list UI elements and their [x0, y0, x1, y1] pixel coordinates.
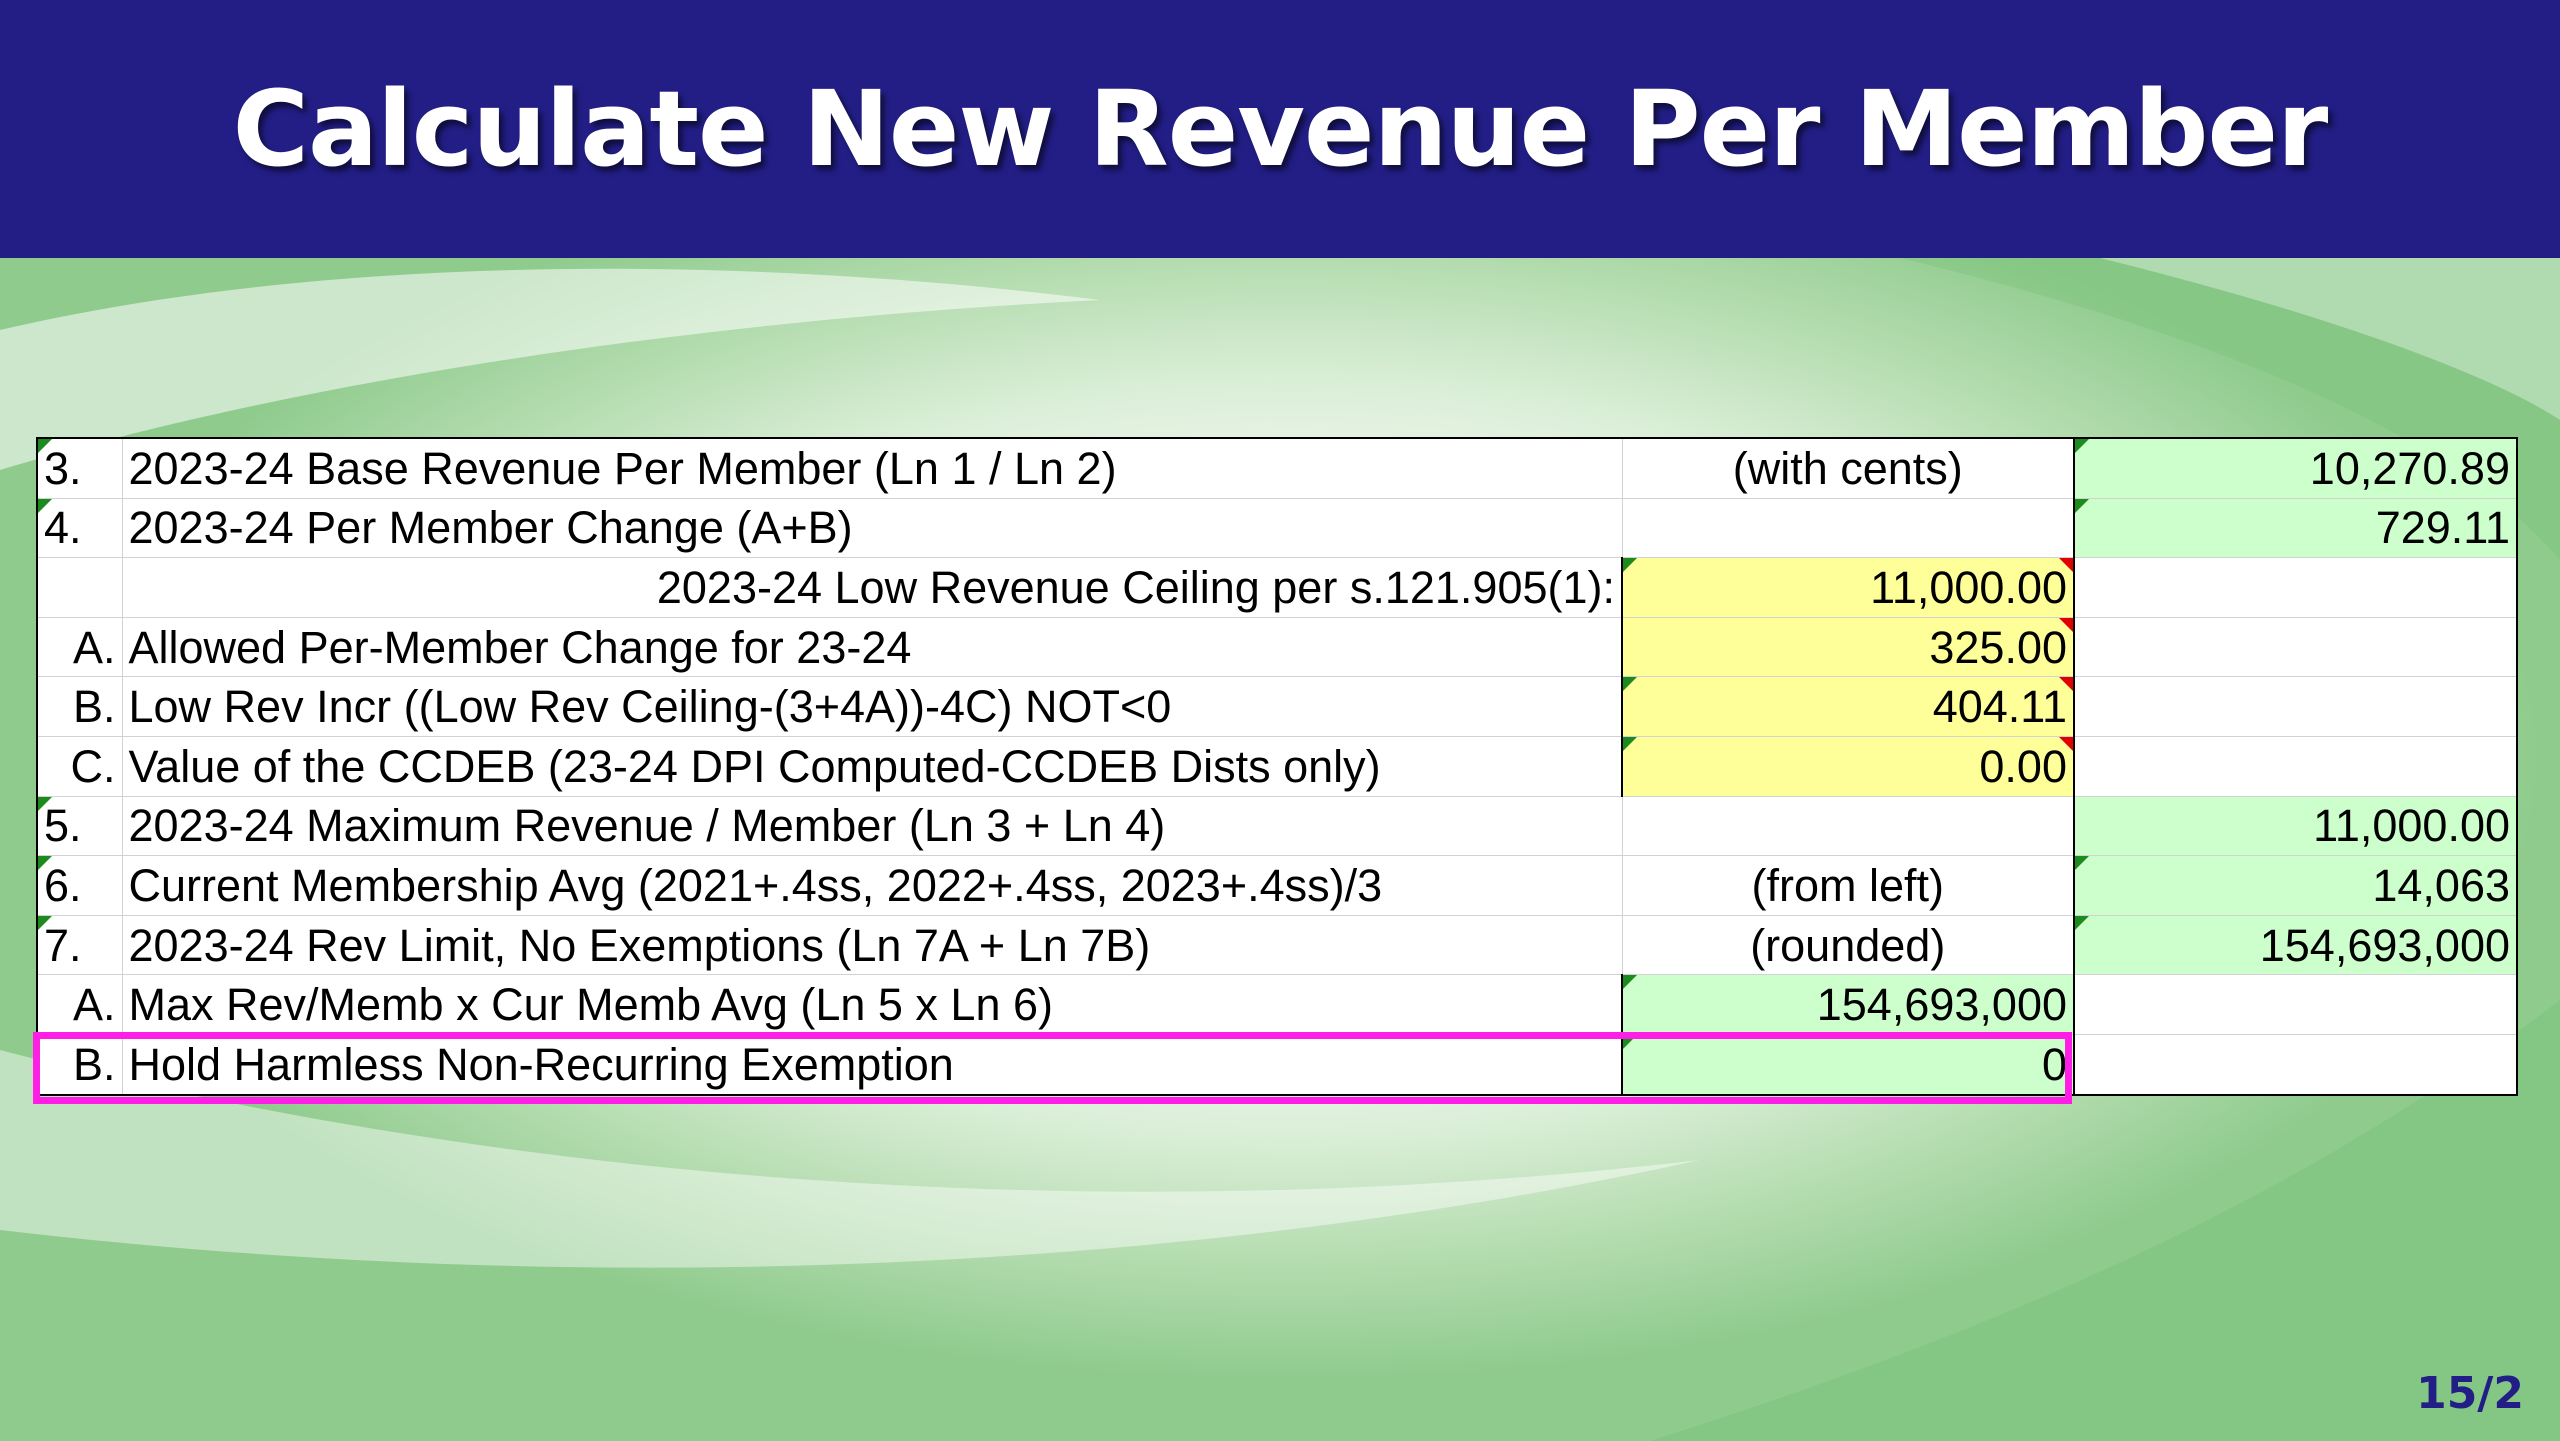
line-description: Hold Harmless Non-Recurring Exemption	[121, 1033, 1623, 1096]
line-value	[2073, 616, 2518, 678]
worksheet-row-4: 4. 2023-24 Per Member Change (A+B) 729.1…	[36, 497, 2518, 559]
line-number: 3.	[36, 436, 123, 499]
line-note	[1621, 795, 2075, 857]
line-description: Low Rev Incr ((Low Rev Ceiling-(3+4A))-4…	[121, 676, 1623, 737]
line-number: C.	[36, 735, 123, 797]
line-value	[2073, 974, 2518, 1035]
line-input-value: 0.00	[1621, 735, 2075, 797]
line-description: Current Membership Avg (2021+.4ss, 2022+…	[121, 855, 1623, 916]
title-bar: Calculate New Revenue Per Member	[0, 0, 2560, 258]
line-description: 2023-24 Base Revenue Per Member (Ln 1 / …	[121, 436, 1623, 499]
line-value: 11,000.00	[2073, 795, 2518, 857]
page-number: 15/2	[2416, 1368, 2524, 1419]
line-value: 154,693,000	[2073, 914, 2518, 976]
line-value: 10,270.89	[2073, 436, 2518, 499]
worksheet-row-7b: B. Hold Harmless Non-Recurring Exemption…	[36, 1033, 2518, 1096]
line-note: (with cents)	[1621, 436, 2075, 499]
worksheet-row-4a: A. Allowed Per-Member Change for 23-24 3…	[36, 616, 2518, 678]
line-description: 2023-24 Per Member Change (A+B)	[121, 497, 1623, 559]
line-input-value: 325.00	[1621, 616, 2075, 678]
worksheet-row-low-revenue-ceiling: 2023-24 Low Revenue Ceiling per s.121.90…	[36, 557, 2518, 618]
line-description: 2023-24 Low Revenue Ceiling per s.121.90…	[121, 557, 1623, 618]
line-note: (from left)	[1621, 855, 2075, 916]
line-value	[2073, 735, 2518, 797]
worksheet-row-7a: A. Max Rev/Memb x Cur Memb Avg (Ln 5 x L…	[36, 974, 2518, 1035]
line-calculated-value: 154,693,000	[1621, 974, 2075, 1035]
line-number: 7.	[36, 914, 123, 976]
line-calculated-value: 0	[1621, 1033, 2075, 1096]
line-number: 4.	[36, 497, 123, 559]
worksheet-row-7: 7. 2023-24 Rev Limit, No Exemptions (Ln …	[36, 914, 2518, 976]
line-value	[2073, 1033, 2518, 1096]
worksheet-row-4c: C. Value of the CCDEB (23-24 DPI Compute…	[36, 735, 2518, 797]
line-number: B.	[36, 1033, 123, 1096]
line-value: 729.11	[2073, 497, 2518, 559]
line-note: (rounded)	[1621, 914, 2075, 976]
line-note	[1621, 497, 2075, 559]
line-input-value: 11,000.00	[1621, 557, 2075, 618]
worksheet-row-6: 6. Current Membership Avg (2021+.4ss, 20…	[36, 855, 2518, 916]
line-description: 2023-24 Rev Limit, No Exemptions (Ln 7A …	[121, 914, 1623, 976]
line-number: 6.	[36, 855, 123, 916]
line-value	[2073, 676, 2518, 737]
line-value	[2073, 557, 2518, 618]
worksheet-row-4b: B. Low Rev Incr ((Low Rev Ceiling-(3+4A)…	[36, 676, 2518, 737]
line-description: 2023-24 Maximum Revenue / Member (Ln 3 +…	[121, 795, 1623, 857]
line-description: Value of the CCDEB (23-24 DPI Computed-C…	[121, 735, 1623, 797]
line-number: A.	[36, 616, 123, 678]
revenue-worksheet-table: 3. 2023-24 Base Revenue Per Member (Ln 1…	[36, 436, 2518, 1096]
line-input-value: 404.11	[1621, 676, 2075, 737]
line-number: B.	[36, 676, 123, 737]
line-description: Allowed Per-Member Change for 23-24	[121, 616, 1623, 678]
line-number: A.	[36, 974, 123, 1035]
worksheet-row-3: 3. 2023-24 Base Revenue Per Member (Ln 1…	[36, 436, 2518, 499]
slide-title: Calculate New Revenue Per Member	[232, 68, 2329, 190]
line-value: 14,063	[2073, 855, 2518, 916]
line-number: 5.	[36, 795, 123, 857]
line-description: Max Rev/Memb x Cur Memb Avg (Ln 5 x Ln 6…	[121, 974, 1623, 1035]
worksheet-row-5: 5. 2023-24 Maximum Revenue / Member (Ln …	[36, 795, 2518, 857]
line-number	[36, 557, 123, 618]
